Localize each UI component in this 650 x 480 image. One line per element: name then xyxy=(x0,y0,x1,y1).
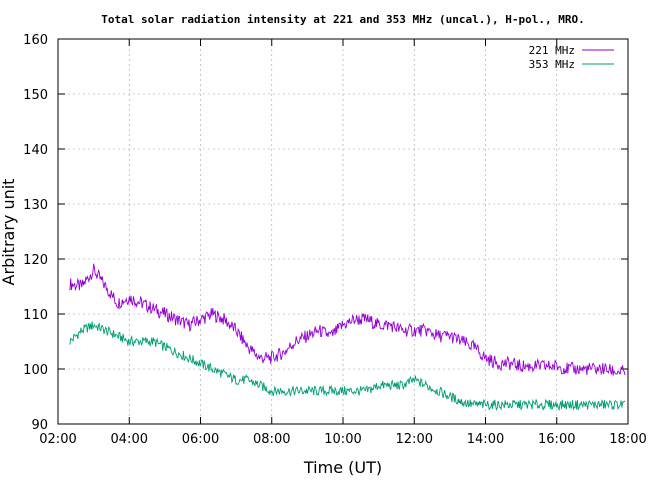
y-axis-label: Arbitrary unit xyxy=(0,179,18,286)
series-group xyxy=(69,263,626,412)
x-tick-label: 12:00 xyxy=(396,432,433,447)
plot-frame xyxy=(57,38,629,425)
y-tick-label: 140 xyxy=(23,143,48,158)
x-tick-label: 18:00 xyxy=(609,432,646,447)
y-tick-label: 160 xyxy=(23,33,48,48)
series-221-line xyxy=(69,263,626,376)
series-353-line xyxy=(69,321,626,412)
grid xyxy=(58,39,628,424)
y-tick-label: 110 xyxy=(23,308,48,323)
x-tick-label: 10:00 xyxy=(324,432,361,447)
x-axis-ticks: 02:00 04:00 06:00 08:00 10:00 12:00 14:00 16:00… xyxy=(39,39,647,447)
chart-title: Total solar radiation intensity at 221 a… xyxy=(101,13,584,26)
x-tick-label: 14:00 xyxy=(467,432,504,447)
y-tick-label: 90 xyxy=(31,418,48,433)
y-tick-label: 100 xyxy=(23,363,48,378)
y-tick-label: 130 xyxy=(23,198,48,213)
x-tick-label: 08:00 xyxy=(253,432,290,447)
x-tick-label: 02:00 xyxy=(39,432,76,447)
legend: 221 MHz 353 MHz xyxy=(529,44,614,71)
x-tick-label: 16:00 xyxy=(538,432,575,447)
y-tick-label: 120 xyxy=(23,253,48,268)
legend-label-353: 353 MHz xyxy=(529,58,575,71)
legend-label-221: 221 MHz xyxy=(529,44,575,57)
x-axis-label: Time (UT) xyxy=(303,458,382,477)
y-axis-ticks: 90 100 110 120 130 140 150 160 xyxy=(23,33,628,433)
x-tick-label: 04:00 xyxy=(111,432,148,447)
y-tick-label: 150 xyxy=(23,88,48,103)
x-tick-label: 06:00 xyxy=(182,432,219,447)
